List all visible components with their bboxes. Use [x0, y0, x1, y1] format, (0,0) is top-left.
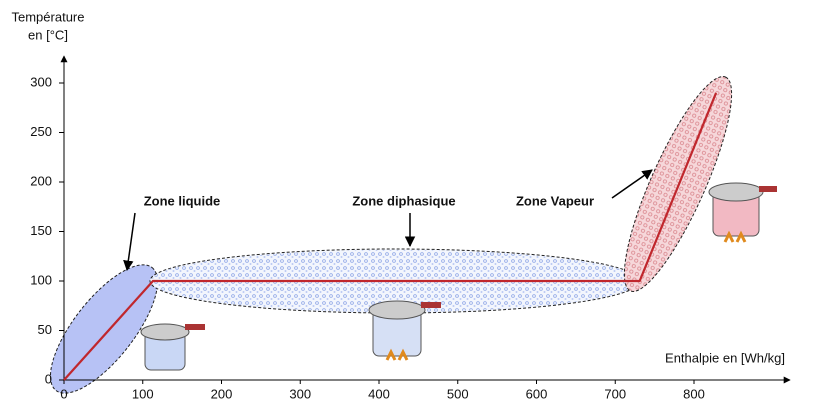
x-tick-label: 500	[447, 386, 469, 401]
x-tick-label: 800	[683, 386, 705, 401]
y-tick-label: 0	[45, 371, 52, 386]
y-tick-label: 200	[30, 173, 52, 188]
y-tick-label: 150	[30, 223, 52, 238]
y-tick-label: 50	[38, 322, 52, 337]
x-tick-label: 600	[526, 386, 548, 401]
zone-liquid	[49, 264, 159, 394]
y-axis-title: Température	[12, 9, 85, 24]
x-tick-label: 400	[368, 386, 390, 401]
arrow	[611, 169, 653, 199]
annotation: Zone liquide	[144, 193, 221, 208]
annotation: Zone diphasique	[352, 193, 455, 208]
x-tick-label: 200	[211, 386, 233, 401]
x-tick-label: 100	[132, 386, 154, 401]
x-axis-title: Enthalpie en [Wh/kg]	[665, 350, 785, 365]
annotation: Zone Vapeur	[516, 193, 594, 208]
cooker-icons	[140, 182, 777, 371]
x-tick-label: 300	[289, 386, 311, 401]
x-tick-label: 700	[604, 386, 626, 401]
y-tick-label: 300	[30, 74, 52, 89]
data-line	[63, 92, 718, 381]
y-axis-title: en [°C]	[28, 27, 68, 42]
y-tick-label: 100	[30, 272, 52, 287]
x-tick-label: 0	[60, 386, 67, 401]
y-tick-label: 250	[30, 124, 52, 139]
arrow	[123, 212, 136, 272]
